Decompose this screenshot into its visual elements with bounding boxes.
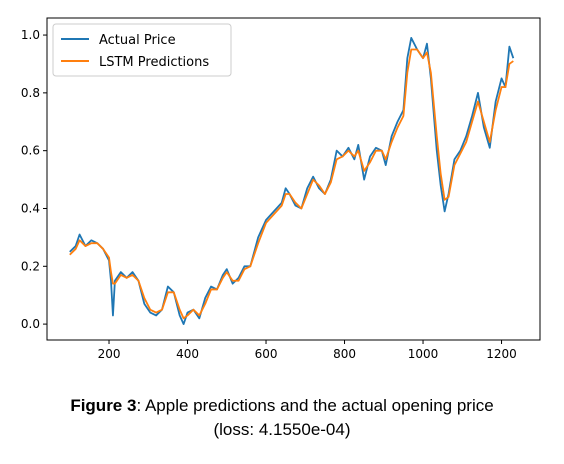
- x-tick-label: 600: [255, 347, 278, 361]
- line-series: [69, 48, 514, 320]
- y-tick-label: 0.6: [21, 144, 40, 158]
- x-tick-label: 1000: [408, 347, 439, 361]
- y-tick-label: 0.4: [21, 201, 40, 215]
- x-tick-label: 1200: [486, 347, 517, 361]
- y-tick-label: 0.0: [21, 317, 40, 331]
- y-tick-label: 0.8: [21, 86, 40, 100]
- plot-frame: [46, 17, 541, 341]
- chart: 0.0 0.2 0.4 0.6 0.8 1.0 200 400 600 800 1000 1200 Ac…: [21, 17, 541, 361]
- x-tick-label: 800: [333, 347, 356, 361]
- legend-label: Actual Price: [99, 33, 176, 48]
- caption-text: : Apple predictions and the actual openi…: [136, 396, 494, 415]
- x-tick-label: 200: [98, 347, 121, 361]
- y-tick-label: 0.2: [21, 259, 40, 273]
- line-series: [69, 37, 515, 325]
- legend-box: [52, 23, 232, 77]
- legend-label: LSTM Predictions: [99, 55, 209, 70]
- caption-label: Figure 3: [70, 396, 137, 415]
- caption-line: Figure 3: Apple predictions and the actu…: [0, 396, 564, 416]
- x-tick-label: 400: [176, 347, 199, 361]
- y-tick-label: 1.0: [21, 28, 40, 42]
- caption-line2: (loss: 4.1550e-04): [213, 420, 351, 439]
